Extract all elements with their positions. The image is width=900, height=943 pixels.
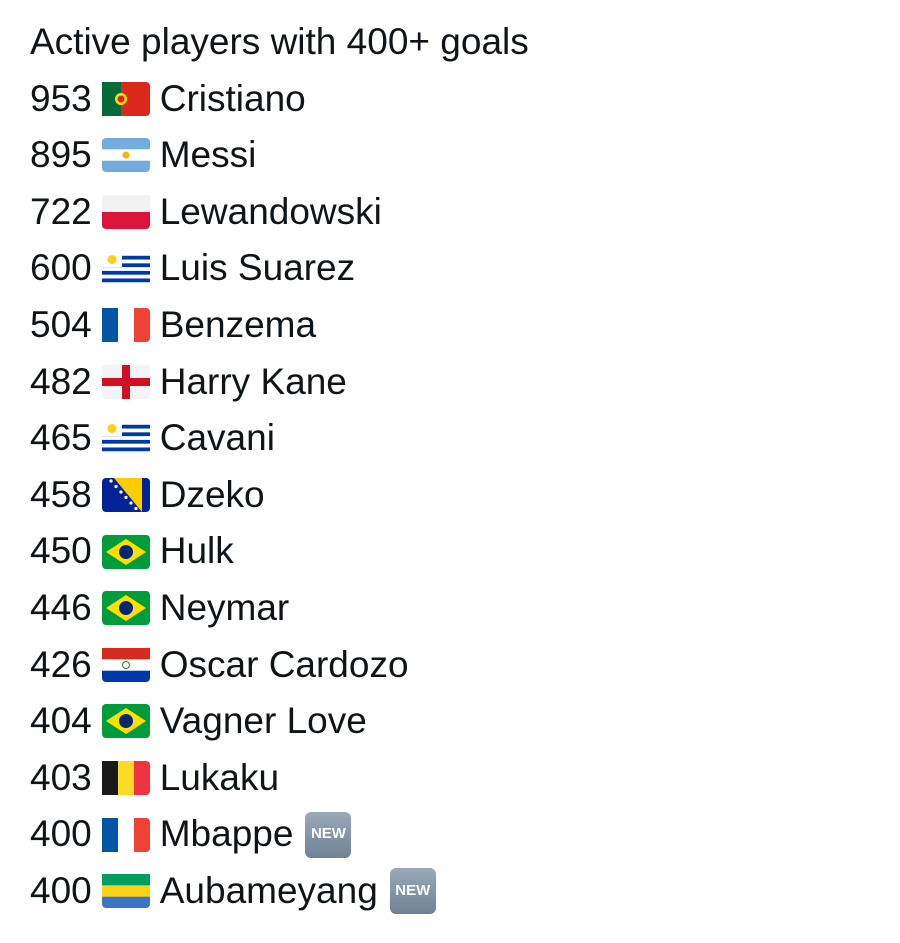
list-item: 403 Lukaku [30, 750, 529, 807]
player-name: Dzeko [159, 473, 265, 515]
france-flag-icon [101, 817, 150, 852]
goal-count: 953 [30, 77, 92, 119]
goal-count: 450 [30, 530, 92, 572]
goal-count: 400 [30, 813, 92, 855]
goal-count: 600 [30, 247, 92, 289]
player-name: Cristiano [159, 77, 306, 119]
gabon-flag-icon [101, 874, 150, 909]
goal-count: 404 [30, 700, 92, 742]
player-name: Messi [159, 134, 257, 176]
list-item: 458 Dzeko [30, 467, 529, 524]
paraguay-flag-icon [101, 647, 150, 682]
list-item: 404 Vagner Love [30, 693, 529, 750]
player-name: Vagner Love [159, 700, 367, 742]
belgium-flag-icon [101, 761, 150, 796]
list-item: 504 Benzema [30, 297, 529, 354]
goal-count: 895 [30, 134, 92, 176]
player-name: Harry Kane [159, 360, 347, 402]
goal-count: 722 [30, 190, 92, 232]
england-flag-icon [101, 364, 150, 399]
list-item: 895 Messi [30, 127, 529, 184]
argentina-flag-icon [101, 138, 150, 173]
goal-count: 465 [30, 417, 92, 459]
player-name: Oscar Cardozo [159, 643, 409, 685]
new-badge-icon: NEW [305, 811, 352, 858]
player-name: Benzema [159, 303, 317, 345]
list-item: 446 Neymar [30, 580, 529, 637]
france-flag-icon [101, 308, 150, 343]
new-badge-icon: NEW [389, 868, 436, 915]
poland-flag-icon [101, 195, 150, 230]
player-name: Lukaku [159, 756, 280, 798]
list-item: 450 Hulk [30, 523, 529, 580]
goal-count: 504 [30, 303, 92, 345]
list-item: 400 Mbappe NEW [30, 806, 529, 863]
player-name: Aubameyang [159, 869, 378, 911]
player-name: Neymar [159, 586, 290, 628]
player-name: Cavani [159, 417, 275, 459]
goal-count: 400 [30, 869, 92, 911]
portugal-flag-icon [101, 81, 150, 116]
list-item: 465 Cavani [30, 410, 529, 467]
list-item: 953 Cristiano [30, 71, 529, 128]
goal-count: 403 [30, 756, 92, 798]
list-item: 482 Harry Kane [30, 354, 529, 411]
player-name: Hulk [159, 530, 234, 572]
list-item: 722 Lewandowski [30, 184, 529, 241]
bosnia-flag-icon [101, 478, 150, 513]
player-name: Luis Suarez [159, 247, 356, 289]
uruguay-flag-icon [101, 421, 150, 456]
list-item: 600 Luis Suarez [30, 240, 529, 297]
player-name: Mbappe [159, 813, 294, 855]
list-item: 400 Aubameyang NEW [30, 863, 529, 920]
tweet-body: Active players with 400+ goals 953 Cristi… [30, 14, 529, 920]
player-list: 953 Cristiano 895 Messi 722 Lewandowski 600 Lui… [30, 71, 529, 920]
uruguay-flag-icon [101, 251, 150, 286]
brazil-flag-icon [101, 704, 150, 739]
list-title: Active players with 400+ goals [30, 21, 529, 62]
goal-count: 482 [30, 360, 92, 402]
brazil-flag-icon [101, 591, 150, 626]
goal-count: 426 [30, 643, 92, 685]
player-name: Lewandowski [159, 190, 382, 232]
list-item: 426 Oscar Cardozo [30, 637, 529, 694]
goal-count: 458 [30, 473, 92, 515]
brazil-flag-icon [101, 534, 150, 569]
goal-count: 446 [30, 586, 92, 628]
